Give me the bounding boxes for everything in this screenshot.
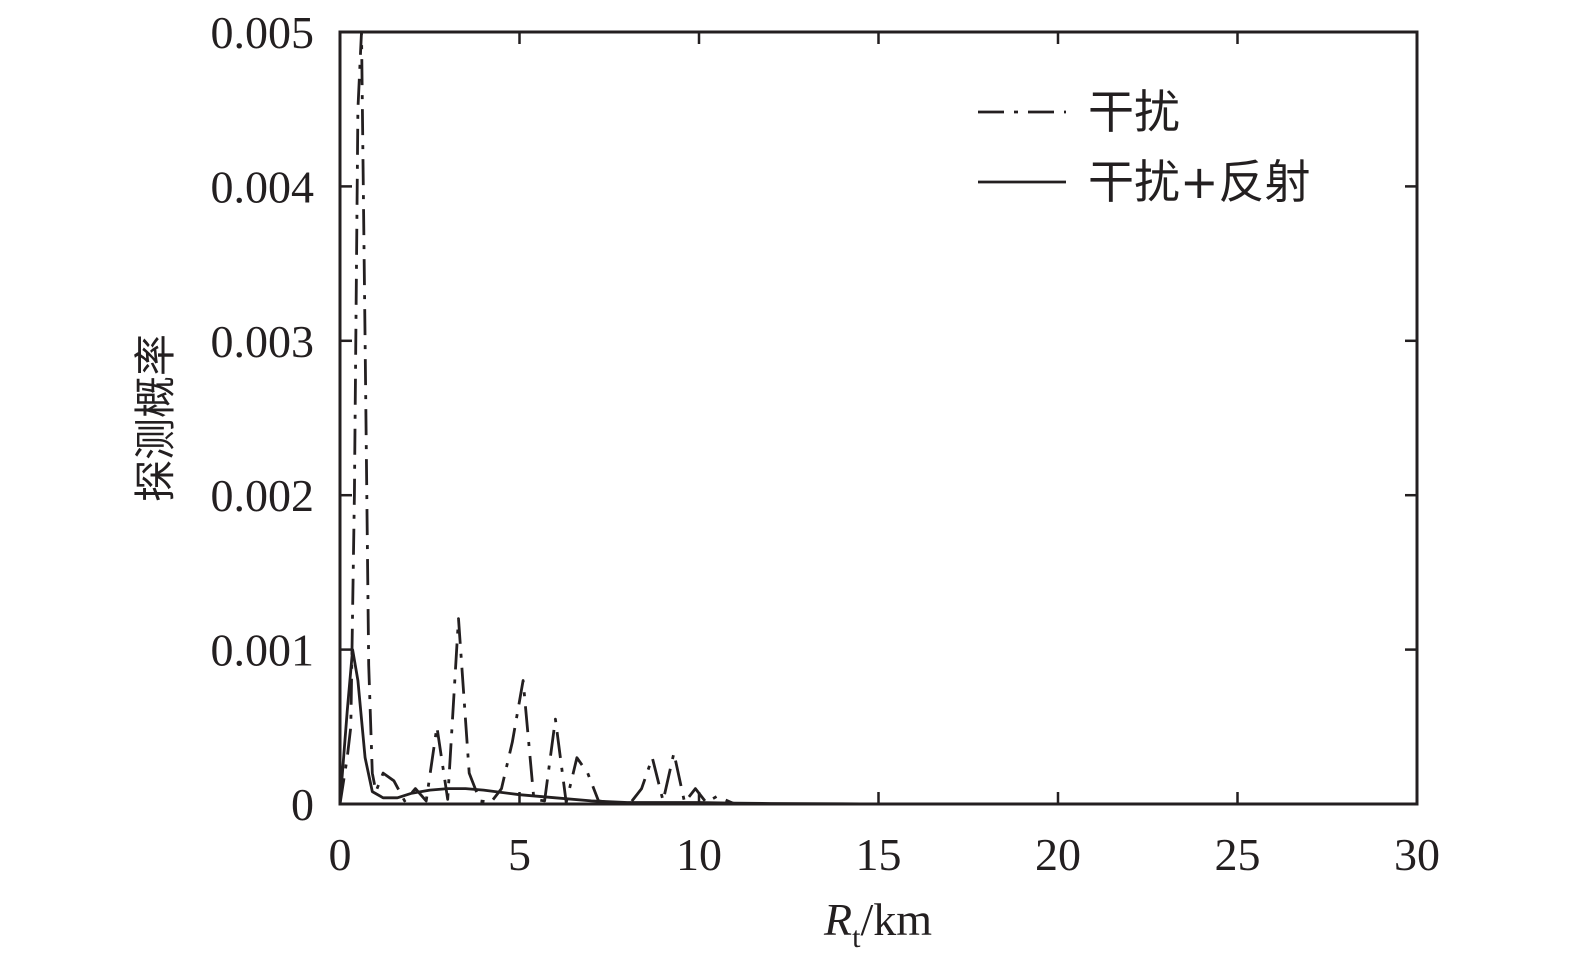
x-axis-ticks: 0 5 10 15 20 25 30 (329, 32, 1440, 880)
y-axis-ticks: 0 0.001 0.002 0.003 0.004 0.005 (211, 7, 1417, 830)
x-tick-label: 20 (1035, 829, 1081, 880)
legend: 干扰 干扰+反射 (978, 85, 1311, 209)
legend-label-interference-reflection: 干扰+反射 (1088, 155, 1311, 209)
y-tick-label: 0.002 (211, 470, 315, 521)
y-tick-label: 0.003 (211, 316, 315, 367)
y-tick-label: 0.001 (211, 625, 315, 676)
x-tick-label: 10 (676, 829, 722, 880)
x-tick-label: 30 (1394, 829, 1440, 880)
plot-frame (338, 30, 1419, 806)
x-axis-title-main: R (823, 894, 852, 945)
y-tick-label: 0.005 (211, 7, 315, 58)
x-axis-title-unit: /km (860, 894, 932, 945)
x-tick-label: 15 (856, 829, 902, 880)
y-tick-label: 0 (291, 779, 314, 830)
x-tick-label: 0 (329, 829, 352, 880)
x-tick-label: 5 (508, 829, 531, 880)
x-axis-title: Rt/km (823, 894, 932, 954)
y-axis-title: 探测概率 (131, 334, 180, 502)
y-tick-label: 0.004 (211, 161, 315, 212)
legend-label-interference: 干扰 (1088, 85, 1180, 139)
series-line-0 (338, 30, 879, 806)
x-tick-label: 25 (1215, 829, 1261, 880)
x-axis-title-sub: t (852, 921, 861, 954)
